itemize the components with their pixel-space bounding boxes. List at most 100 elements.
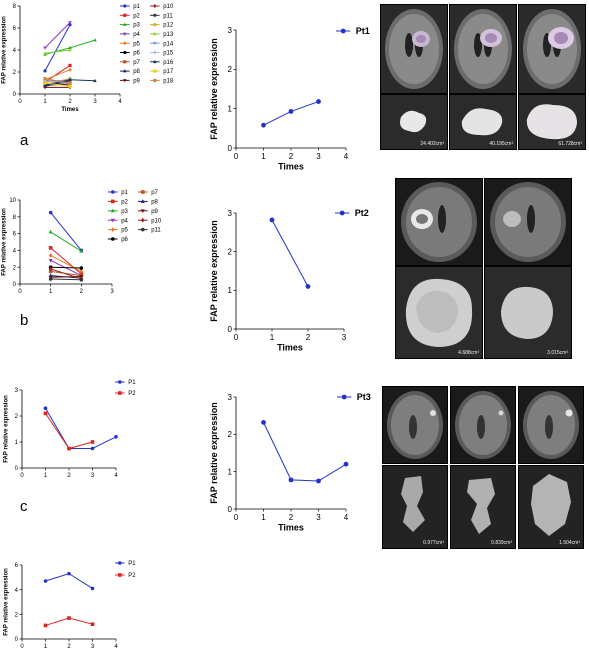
- legend: P1 P2: [115, 380, 136, 397]
- data-point-P2: [67, 616, 71, 620]
- x-tick-label: 0: [234, 333, 239, 342]
- y-tick-label: 4: [13, 48, 17, 54]
- series-line-p10: [50, 268, 82, 280]
- x-tick-label: 2: [80, 289, 84, 295]
- x-tick-label: 2: [289, 513, 294, 522]
- legend-marker: [123, 4, 127, 8]
- x-axis-label: Times: [61, 107, 79, 113]
- data-point-p5: [68, 67, 72, 72]
- plot-area: 0 1 2 3 4 0 2 4 6 8 Times FAP relative expression: [2, 4, 123, 113]
- legend-marker: [111, 199, 115, 204]
- x-tick-label: 1: [44, 473, 48, 479]
- x-tick-label: 2: [67, 473, 71, 479]
- brain-mri-image: [519, 387, 583, 463]
- legend-label: p10: [151, 218, 162, 224]
- brain-mri-image: [485, 179, 571, 265]
- series-line-p18: [44, 78, 71, 84]
- data-point-p3: [48, 229, 53, 234]
- legend-marker: [141, 190, 145, 194]
- row2-specimen-1: 4.688cm³: [395, 266, 483, 359]
- y-tick-label: 1: [228, 104, 233, 113]
- data-point-Pt3: [261, 419, 266, 425]
- x-tick-label: 1: [49, 289, 53, 295]
- y-tick-label: 2: [13, 265, 17, 271]
- y-tick-label: 6: [13, 26, 17, 32]
- x-tick-label: 2: [289, 152, 294, 161]
- series-line-Pt3: [263, 422, 347, 482]
- legend-label: P2: [128, 391, 136, 397]
- legend-marker: [153, 3, 157, 9]
- x-tick-label: 1: [261, 513, 266, 522]
- legend-label: p7: [151, 190, 158, 196]
- tumor-volume-render: [467, 478, 495, 534]
- legend-marker: [111, 190, 115, 194]
- legend-label: p4: [121, 218, 128, 224]
- x-tick-label: 1: [44, 644, 48, 650]
- legend-marker: [153, 23, 157, 27]
- legend-label: p15: [163, 51, 174, 57]
- y-axis-label: FAP relative expression: [209, 38, 219, 139]
- x-tick-label: 3: [93, 99, 97, 105]
- data-point-p10: [48, 266, 53, 272]
- data-point-p18: [68, 81, 72, 85]
- y-tick-label: 3: [228, 209, 233, 218]
- row1-image-strip: 24.402cm³ 40.195cm³ 61.728cm³: [380, 4, 586, 150]
- y-tick-label: 8: [13, 4, 17, 10]
- brain-mri-image: [519, 5, 585, 93]
- chart-c-mid: 0 1 2 3 4 0 1 2 3 Times FAP relative expression Pt3: [209, 392, 371, 532]
- legend-label: p1: [133, 4, 140, 10]
- panel-letter-c: c: [20, 498, 28, 515]
- x-tick-label: 2: [67, 644, 71, 650]
- series-line-p11: [50, 278, 82, 281]
- row3-specimen-3: 1.504cm³: [518, 465, 584, 549]
- row1-specimen-1: 24.402cm³: [380, 94, 448, 150]
- legend-label: p13: [163, 32, 174, 38]
- legend-marker: [141, 227, 145, 232]
- x-axis-label: Times: [277, 342, 303, 352]
- data-point-p2: [68, 63, 72, 67]
- data-point-Pt1: [288, 109, 294, 114]
- x-tick-label: 3: [316, 152, 321, 161]
- data-point-p5: [48, 253, 53, 258]
- x-tick-label: 1: [43, 99, 47, 105]
- legend-label: p10: [163, 4, 174, 10]
- data-point-P2: [90, 622, 95, 626]
- x-tick-label: 1: [261, 152, 266, 161]
- x-tick-label: 0: [234, 513, 239, 522]
- row2-specimen-2: 3.015cm³: [484, 266, 572, 359]
- row3-image-strip: 0.977cm³ 0.839cm³ 1.504cm³: [382, 386, 584, 549]
- data-point-Pt3: [316, 478, 321, 484]
- legend-label: Pt2: [355, 208, 369, 218]
- legend-label: p14: [163, 41, 174, 47]
- x-tick-label: 3: [110, 289, 114, 295]
- series-line-p5: [44, 69, 71, 81]
- data-point-p17: [68, 84, 72, 88]
- brain-mri-image: [396, 179, 482, 265]
- legend-label: p16: [163, 60, 174, 66]
- x-axis-label: Times: [278, 161, 304, 170]
- x-tick-label: 4: [344, 513, 349, 522]
- y-tick-label: 0: [228, 325, 233, 334]
- series-line-p3: [50, 231, 82, 252]
- legend-label: p6: [133, 51, 140, 57]
- y-tick-label: 2: [228, 430, 233, 439]
- y-tick-label: 2: [15, 414, 19, 420]
- legend-marker: [123, 69, 127, 73]
- legend: p1 p2 p3 p4 p5 p6 p7 p8 p9 p10 p11 p12 p13 p14 p15 p16 p…: [120, 3, 174, 85]
- legend-marker: [123, 41, 127, 46]
- y-tick-label: 3: [228, 26, 233, 35]
- series-line-p2: [50, 247, 82, 275]
- data-point-Pt3: [288, 477, 294, 483]
- x-tick-label: 4: [114, 644, 118, 650]
- legend-marker: [110, 208, 115, 213]
- brain-mri-image: [381, 5, 447, 93]
- legend: p1 p2 p3 p4 p5 p6 p7 p8 p9 p10 p11: [108, 190, 162, 243]
- legend-marker: [153, 50, 157, 55]
- volume-label: 3.015cm³: [547, 350, 568, 356]
- legend-marker: [341, 394, 347, 400]
- x-tick-label: 0: [234, 152, 239, 161]
- data-point-P2: [43, 411, 48, 416]
- y-tick-label: 3: [15, 388, 19, 394]
